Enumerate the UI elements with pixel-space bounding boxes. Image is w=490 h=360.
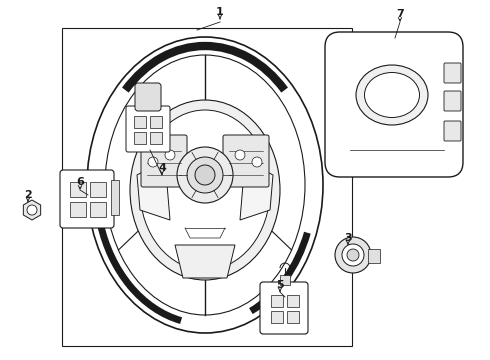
Text: 2: 2: [24, 190, 32, 200]
Circle shape: [177, 147, 233, 203]
Text: 5: 5: [276, 280, 284, 290]
Bar: [271, 311, 283, 323]
Text: 3: 3: [344, 233, 352, 243]
FancyBboxPatch shape: [444, 63, 461, 83]
Text: 1: 1: [216, 7, 224, 17]
Ellipse shape: [130, 100, 280, 280]
Bar: [70, 182, 86, 197]
FancyBboxPatch shape: [260, 282, 308, 334]
Polygon shape: [175, 245, 235, 278]
Bar: [150, 116, 162, 128]
Ellipse shape: [105, 55, 305, 315]
Bar: [287, 311, 299, 323]
Circle shape: [335, 237, 371, 273]
FancyBboxPatch shape: [444, 91, 461, 111]
Ellipse shape: [140, 110, 270, 270]
Circle shape: [347, 249, 359, 261]
Bar: [287, 295, 299, 307]
Bar: [62, 28, 352, 346]
Ellipse shape: [356, 65, 428, 125]
Circle shape: [165, 150, 175, 160]
FancyBboxPatch shape: [126, 106, 170, 152]
Circle shape: [252, 157, 262, 167]
FancyBboxPatch shape: [60, 170, 114, 228]
Bar: [111, 180, 119, 215]
Circle shape: [195, 165, 215, 185]
Bar: [134, 116, 146, 128]
Circle shape: [342, 244, 364, 266]
FancyBboxPatch shape: [325, 32, 463, 177]
Circle shape: [187, 157, 223, 193]
Bar: [70, 202, 86, 217]
Bar: [134, 132, 146, 144]
Polygon shape: [24, 200, 41, 220]
Bar: [368, 249, 380, 263]
Polygon shape: [240, 160, 273, 220]
Bar: [90, 202, 106, 217]
Text: 6: 6: [76, 177, 84, 187]
FancyBboxPatch shape: [444, 121, 461, 141]
FancyBboxPatch shape: [135, 83, 161, 111]
Text: 7: 7: [396, 9, 404, 19]
Bar: [150, 132, 162, 144]
Ellipse shape: [365, 72, 419, 117]
Text: 4: 4: [158, 163, 166, 173]
Circle shape: [148, 157, 158, 167]
Bar: [280, 275, 290, 285]
Circle shape: [235, 150, 245, 160]
Bar: [90, 182, 106, 197]
Circle shape: [27, 205, 37, 215]
Polygon shape: [137, 160, 170, 220]
FancyBboxPatch shape: [223, 135, 269, 187]
Bar: [271, 295, 283, 307]
FancyBboxPatch shape: [141, 135, 187, 187]
Ellipse shape: [87, 37, 323, 333]
